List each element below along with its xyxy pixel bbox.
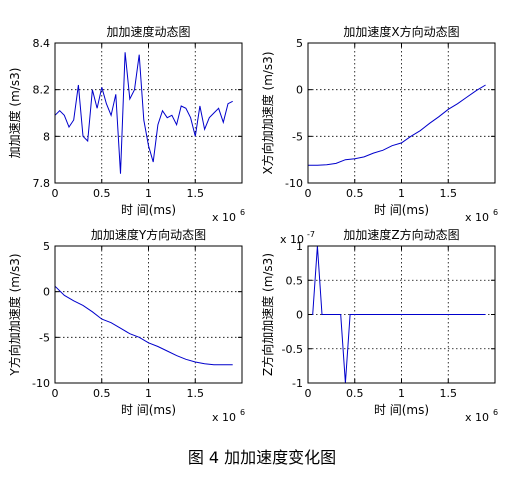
chart-4-y-tick-label: -0.5: [282, 343, 303, 356]
chart-1-x-tick-label: 0: [52, 187, 59, 200]
chart-4-y-tick-label: 0: [296, 309, 303, 322]
chart-2-x-exponent: x 10: [465, 211, 489, 224]
chart-4-x-exponent: x 10: [465, 411, 489, 424]
chart-2-x-label: 时 间(ms): [374, 203, 429, 217]
chart-4-x-label: 时 间(ms): [374, 403, 429, 417]
chart-2-y-tick-label: -5: [292, 130, 303, 143]
chart-1-x-exponent-power: 6: [240, 208, 245, 217]
chart-1-x-tick-label: 0.5: [93, 187, 111, 200]
chart-2-x-tick-label: 0.5: [346, 187, 364, 200]
chart-4-x-tick-label: 1.5: [440, 387, 458, 400]
chart-4-y-tick-label: -1: [292, 377, 303, 390]
chart-3-y-tick-label: -5: [39, 331, 50, 344]
chart-2-x-exponent-power: 6: [493, 208, 498, 217]
chart-3-x-label: 时 间(ms): [121, 403, 176, 417]
figure-caption: 图 4 加加速度变化图: [187, 448, 337, 467]
chart-1-x-tick-label: 1: [145, 187, 152, 200]
chart-4-title: 加加速度Z方向动态图: [343, 227, 459, 242]
chart-1-y-tick-label: 8: [43, 130, 50, 143]
chart-3-series-line: [54, 285, 233, 366]
chart-1-y-tick-label: 7.8: [33, 177, 51, 190]
chart-2-y-tick-label: 0: [296, 84, 303, 97]
chart-3-title: 加加速度Y方向动态图: [91, 227, 206, 242]
chart-2-title: 加加速度X方向动态图: [343, 24, 459, 39]
chart-4-series-line: [308, 245, 486, 384]
chart-1-title: 加加速度动态图: [106, 24, 190, 39]
chart-3-x-tick-label: 1.5: [187, 387, 205, 400]
chart-4-x-tick-label: 0.5: [346, 387, 364, 400]
chart-3-x-tick-label: 0: [52, 387, 59, 400]
chart-1-y-tick-label: 8.2: [33, 84, 51, 97]
chart-1-y-label: 加加速度 (m/s3): [7, 68, 22, 159]
chart-4-y-tick-label: 1: [296, 240, 303, 253]
chart-3-x-exponent: x 10: [212, 411, 236, 424]
chart-1-x-exponent: x 10: [212, 211, 236, 224]
chart-2-x-tick-label: 0: [305, 187, 312, 200]
chart-2-x-tick-label: 1.5: [440, 187, 458, 200]
chart-4-x-tick-label: 1: [398, 387, 405, 400]
chart-3-y-tick-label: 0: [43, 286, 50, 299]
chart-2-x-tick-label: 1: [398, 187, 405, 200]
chart-4-y-label: Z方向加加速度 (m/s3): [260, 253, 275, 376]
chart-1-y-tick-label: 8.4: [33, 37, 51, 50]
chart-1-x-tick-label: 1.5: [187, 187, 205, 200]
chart-4-x-exponent-power: 6: [493, 408, 498, 417]
chart-3-x-tick-label: 1: [145, 387, 152, 400]
chart-2-series-line: [308, 84, 486, 166]
chart-1-series-line: [54, 52, 233, 174]
chart-2-y-tick-label: -10: [285, 177, 303, 190]
chart-4-x-tick-label: 0: [305, 387, 312, 400]
chart-3-x-exponent-power: 6: [240, 408, 245, 417]
chart-3-y-tick-label: 5: [43, 240, 50, 253]
chart-4-y-exponent: x 10: [280, 233, 304, 246]
chart-3-x-tick-label: 0.5: [93, 387, 111, 400]
chart-4-y-exponent-power: -7: [307, 230, 315, 239]
chart-3-y-label: Y方向加加速度 (m/s3): [7, 253, 22, 376]
chart-3-y-tick-label: -10: [32, 377, 50, 390]
chart-2-y-tick-label: 5: [296, 37, 303, 50]
chart-4-y-tick-label: 0.5: [286, 274, 304, 287]
chart-2-y-label: X方向加加速度 (m/s3): [260, 51, 275, 174]
chart-1-x-label: 时 间(ms): [121, 203, 176, 217]
